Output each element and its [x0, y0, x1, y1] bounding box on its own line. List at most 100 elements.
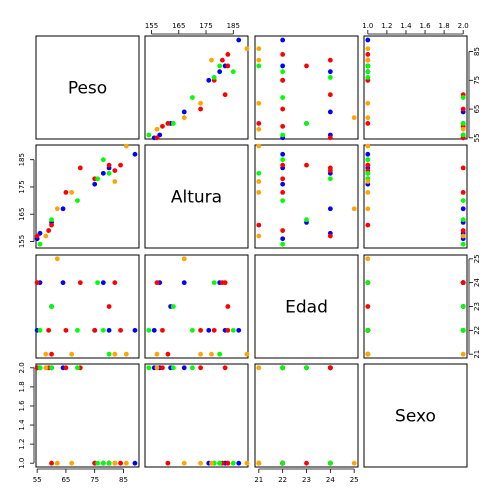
- point-24-row1-col2: [245, 46, 250, 51]
- point-11-row3-col4: [365, 304, 370, 309]
- panel-2-3: [255, 145, 358, 248]
- point-11-row2-col1: [107, 163, 112, 168]
- diagonal-label-edad: Edad: [285, 298, 328, 318]
- point-1-row1-col4: [365, 38, 370, 43]
- point-9-row2-col1: [118, 163, 123, 168]
- point-10-row1-col2: [220, 58, 225, 63]
- point-22-row3-col1: [49, 304, 54, 309]
- point-11-row2-col4: [365, 163, 370, 168]
- point-13-row2-col4: [461, 165, 466, 170]
- point-28-row2-col3: [256, 234, 261, 239]
- point-17-row4-col3: [328, 365, 333, 370]
- point-22-row3-col2: [171, 304, 176, 309]
- point-17-row1-col3: [328, 135, 333, 140]
- point-26-row4-col3: [256, 461, 261, 466]
- diagonal-label-peso: Peso: [68, 79, 107, 99]
- point-20-row3-col4: [365, 280, 370, 285]
- point-28-row1-col4: [461, 127, 466, 132]
- x-tick-label-sexo-4: 1.8: [439, 22, 450, 30]
- point-1-row3-col2: [236, 328, 241, 333]
- point-5-row1-col2: [182, 110, 187, 115]
- y-tick-label-sexo-5: 2.0: [18, 362, 26, 373]
- point-10-row1-col3: [328, 58, 333, 63]
- point-17-row3-col1: [35, 280, 40, 285]
- point-9-row1-col4: [365, 52, 370, 57]
- point-20-row3-col1: [95, 280, 100, 285]
- point-25-row1-col2: [209, 58, 214, 63]
- x-tick-label-edad-1: 22: [278, 476, 287, 484]
- point-1-row2-col4: [365, 152, 370, 157]
- point-4-row1-col2: [206, 78, 211, 83]
- x-tick-label-sexo-5: 2.0: [458, 22, 469, 30]
- y-tick-label-sexo-3: 1.6: [18, 400, 26, 412]
- x-tick-label-peso-0: 55: [33, 476, 42, 484]
- y-tick-label-edad-2: 23: [473, 302, 481, 311]
- point-25-row3-col2: [209, 352, 214, 357]
- point-16-row3-col1: [46, 328, 51, 333]
- point-5-row1-col3: [328, 110, 333, 115]
- x-tick-label-sexo-0: 1.0: [362, 22, 373, 30]
- point-5-row4-col2: [182, 365, 187, 370]
- point-1-row2-col3: [280, 152, 285, 157]
- point-3-row1-col3: [328, 69, 333, 74]
- point-25-row2-col3: [256, 179, 261, 184]
- point-26-row4-col1: [69, 461, 74, 466]
- x-tick-label-edad-0: 21: [254, 476, 263, 484]
- point-2-row1-col3: [280, 64, 285, 69]
- point-5-row2-col3: [328, 206, 333, 211]
- panel-1-2: [145, 36, 248, 139]
- point-9-row4-col1: [118, 461, 123, 466]
- point-1-row3-col1: [133, 328, 138, 333]
- point-27-row4-col3: [352, 461, 357, 466]
- point-23-row2-col1: [38, 242, 43, 247]
- point-22-row2-col3: [304, 217, 309, 222]
- point-23-row4-col1: [38, 365, 43, 370]
- point-18-row4-col2: [231, 461, 236, 466]
- point-23-row4-col2: [146, 365, 151, 370]
- point-9-row1-col2: [225, 52, 230, 57]
- point-26-row1-col4: [365, 101, 370, 106]
- point-22-row1-col4: [461, 121, 466, 126]
- x-tick-label-altura-2: 175: [199, 22, 212, 30]
- point-20-row1-col4: [365, 75, 370, 80]
- point-24-row2-col3: [256, 144, 261, 149]
- point-28-row1-col3: [256, 127, 261, 132]
- point-28-row3-col4: [461, 352, 466, 357]
- point-25-row1-col4: [365, 58, 370, 63]
- point-22-row4-col3: [304, 365, 309, 370]
- y-tick-label-altura-1: 165: [18, 208, 26, 221]
- point-24-row1-col4: [365, 46, 370, 51]
- point-27-row4-col2: [182, 461, 187, 466]
- point-20-row4-col1: [95, 461, 100, 466]
- point-28-row2-col1: [43, 234, 48, 239]
- point-9-row1-col3: [280, 52, 285, 57]
- point-15-row1-col3: [256, 121, 261, 126]
- point-23-row3-col2: [146, 328, 151, 333]
- point-17-row2-col1: [35, 234, 40, 239]
- point-22-row4-col2: [171, 365, 176, 370]
- point-27-row1-col4: [365, 115, 370, 120]
- point-28-row4-col2: [155, 365, 160, 370]
- point-24-row1-col3: [256, 46, 261, 51]
- panel-1-4: [364, 36, 467, 139]
- point-27-row1-col2: [182, 115, 187, 120]
- point-13-row2-col3: [328, 165, 333, 170]
- point-14-row4-col1: [64, 365, 69, 370]
- y-tick-label-edad-3: 24: [473, 278, 481, 287]
- point-28-row4-col3: [256, 365, 261, 370]
- point-11-row3-col2: [225, 304, 230, 309]
- y-tick-label-altura-0: 155: [18, 235, 26, 248]
- point-24-row3-col1: [124, 352, 129, 357]
- point-28-row3-col2: [155, 352, 160, 357]
- diagonal-label-sexo: Sexo: [395, 407, 436, 427]
- x-tick-label-edad-3: 24: [326, 476, 335, 484]
- point-17-row1-col2: [155, 135, 160, 140]
- panel-3-2: [145, 255, 248, 358]
- x-tick-label-peso-2: 75: [90, 476, 99, 484]
- point-13-row4-col2: [223, 365, 228, 370]
- panel-2-4: [364, 145, 467, 248]
- point-14-row2-col4: [461, 190, 466, 195]
- point-24-row4-col1: [124, 461, 129, 466]
- y-tick-label-altura-2: 175: [18, 180, 26, 193]
